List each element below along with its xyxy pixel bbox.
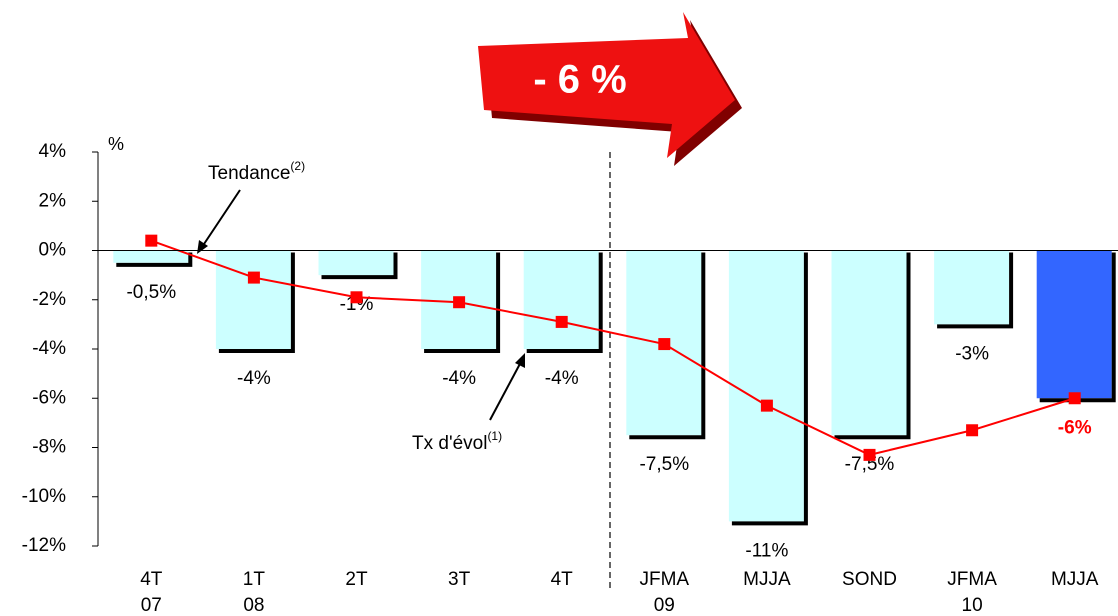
bar-series-label: Tx d'évol(1) bbox=[412, 429, 502, 454]
y-unit: % bbox=[108, 134, 124, 154]
value-label: -0,5% bbox=[126, 282, 176, 303]
y-tick-label: -12% bbox=[22, 535, 66, 556]
trend-point bbox=[658, 338, 671, 351]
trend-point bbox=[1068, 392, 1081, 405]
value-label: -11% bbox=[745, 540, 788, 561]
trend-point bbox=[247, 271, 260, 284]
x-tick-label: 07 bbox=[141, 595, 162, 616]
value-label: -7,5% bbox=[639, 454, 689, 475]
bar-pointer-head bbox=[515, 353, 525, 368]
x-tick-label: 1T bbox=[243, 569, 266, 590]
trend-point bbox=[453, 296, 466, 309]
trend-label: Tendance(2) bbox=[208, 159, 305, 184]
bar-series-name: Tx d'évol bbox=[412, 433, 487, 454]
trend-point bbox=[145, 234, 158, 247]
x-tick-label: MJJA bbox=[1051, 569, 1099, 590]
bar-shadow bbox=[116, 252, 193, 267]
value-label: -3% bbox=[955, 343, 989, 364]
x-tick-label: 08 bbox=[243, 595, 264, 616]
x-tick-label: 4T bbox=[140, 569, 163, 590]
x-tick-label: 09 bbox=[654, 595, 675, 616]
bar bbox=[318, 250, 394, 276]
bar bbox=[523, 250, 599, 349]
y-tick-label: -10% bbox=[22, 486, 66, 507]
x-tick-label: JFMA bbox=[639, 569, 689, 590]
trend-pointer bbox=[199, 189, 241, 251]
bar bbox=[1036, 250, 1112, 399]
bar bbox=[831, 250, 907, 436]
y-tick-label: -4% bbox=[32, 338, 66, 359]
bar-shadow bbox=[731, 252, 808, 526]
x-tick-label: 2T bbox=[345, 569, 368, 590]
bar bbox=[934, 250, 1010, 325]
bar-shadow bbox=[321, 252, 398, 280]
value-label: -4% bbox=[442, 368, 476, 389]
bar-shadow bbox=[834, 252, 911, 440]
bar-shadow bbox=[526, 252, 603, 353]
trend-point bbox=[555, 315, 568, 328]
trend-line bbox=[150, 239, 1075, 456]
trend-point bbox=[966, 424, 979, 437]
x-tick-label: MJJA bbox=[743, 569, 791, 590]
x-tick-label: 10 bbox=[962, 595, 983, 616]
x-tick-label: JFMA bbox=[947, 569, 997, 590]
x-tick-label: 3T bbox=[448, 569, 471, 590]
bar bbox=[728, 250, 804, 522]
x-tick-label: 4T bbox=[551, 569, 574, 590]
bar-series-note: (1) bbox=[487, 429, 502, 443]
trend-point bbox=[350, 291, 363, 304]
value-label: -4% bbox=[237, 368, 271, 389]
trend-name: Tendance bbox=[208, 163, 290, 184]
value-label: -6% bbox=[1058, 417, 1092, 438]
bar bbox=[113, 250, 189, 263]
trend-point bbox=[863, 448, 876, 461]
banner-arrow bbox=[478, 12, 742, 166]
bar-shadow bbox=[937, 252, 1014, 329]
x-tick-label: SOND bbox=[842, 569, 897, 590]
y-tick-label: -6% bbox=[32, 387, 66, 408]
y-tick-label: -8% bbox=[32, 437, 66, 458]
y-tick-label: 0% bbox=[39, 240, 67, 261]
bar bbox=[215, 250, 291, 349]
trend-point bbox=[760, 399, 773, 412]
y-tick-label: 4% bbox=[39, 141, 67, 162]
trend-note: (2) bbox=[290, 159, 305, 173]
y-tick-label: 2% bbox=[39, 190, 67, 211]
bar-shadow bbox=[424, 252, 501, 353]
value-label: -4% bbox=[545, 368, 579, 389]
value-label: -1% bbox=[340, 294, 374, 315]
bar-shadow bbox=[629, 252, 706, 440]
value-label: -7,5% bbox=[845, 454, 895, 475]
banner-text: - 6 % bbox=[533, 58, 626, 102]
bar-shadow bbox=[1039, 252, 1116, 403]
y-tick-label: -2% bbox=[32, 289, 66, 310]
bar-pointer bbox=[489, 359, 523, 421]
